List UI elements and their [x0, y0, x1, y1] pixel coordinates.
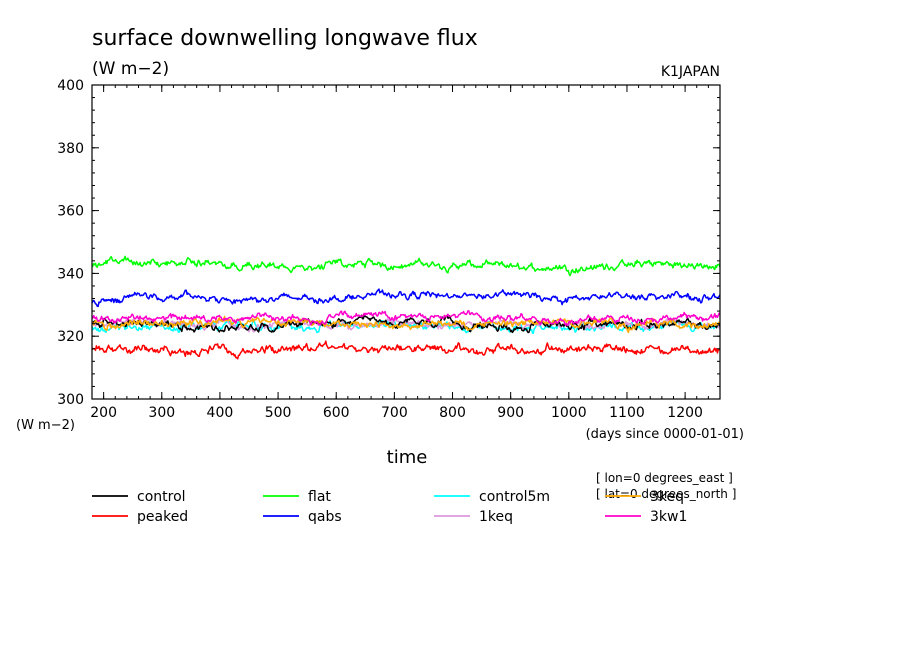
legend-label-3kw1: 3kw1 — [650, 509, 687, 525]
chart-units: (W m−2) — [92, 59, 169, 79]
y-tick-label: 380 — [57, 141, 84, 157]
y-tick-label: 400 — [57, 78, 84, 94]
x-tick-label: 1100 — [609, 405, 645, 421]
series-layer — [91, 255, 721, 360]
series-line-flat — [91, 255, 721, 277]
legend-label-3keq: 3keq — [650, 489, 684, 505]
x-tick-label: 200 — [90, 405, 117, 421]
series-line-3kw1 — [91, 310, 721, 326]
x-tick-label: 900 — [497, 405, 524, 421]
legend-label-control: control — [137, 489, 186, 505]
legend-label-qabs: qabs — [308, 509, 342, 525]
x-tick-label: 700 — [381, 405, 408, 421]
y-tick-label: 300 — [57, 392, 84, 408]
legend-label-flat: flat — [308, 489, 331, 505]
x-tick-label: 1200 — [667, 405, 703, 421]
y-tick-label: 320 — [57, 329, 84, 345]
series-line-qabs — [91, 288, 721, 308]
y-unit-label: (W m−2) — [16, 418, 75, 433]
x-tick-label: 500 — [265, 405, 292, 421]
annotation-lon: [ lon=0 degrees_east ] — [596, 471, 733, 485]
y-tick-label: 360 — [57, 204, 84, 220]
x-tick-label: 1000 — [551, 405, 587, 421]
x-tick-label: 400 — [207, 405, 234, 421]
legend-label-control5m: control5m — [479, 489, 550, 505]
legend-label-1keq: 1keq — [479, 509, 513, 525]
legend: control flat control5m 3keq peaked qabs 1keq 3k… — [92, 489, 687, 525]
x-tick-label: 300 — [148, 405, 175, 421]
x-units-note: (days since 0000-01-01) — [586, 427, 744, 442]
source-label: K1JAPAN — [661, 64, 720, 80]
x-axis-label: time — [387, 447, 428, 468]
ticks-layer: 200 300 400 500 600 700 800 900 1000 1100 1200 300 3… — [57, 78, 721, 421]
chart-title: surface downwelling longwave flux — [92, 26, 478, 51]
series-line-peaked — [91, 340, 721, 360]
legend-label-peaked: peaked — [137, 509, 188, 525]
series-line-3keq — [91, 315, 721, 334]
annotation-lat: [ lat=0 degrees_north ] — [596, 487, 736, 501]
x-tick-label: 600 — [323, 405, 350, 421]
x-tick-label: 800 — [439, 405, 466, 421]
y-tick-label: 340 — [57, 266, 84, 282]
